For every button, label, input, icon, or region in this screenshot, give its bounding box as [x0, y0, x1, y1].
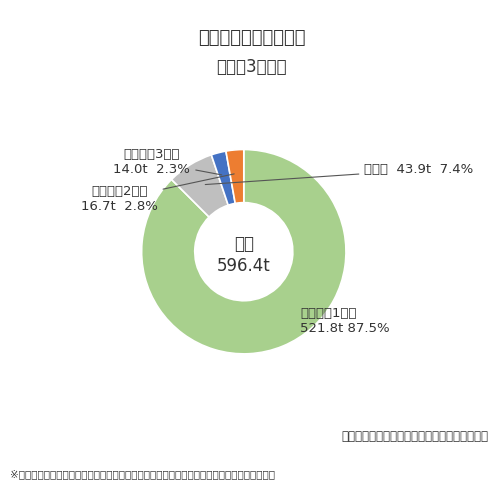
Text: ＜オリーブの収穮量＞: ＜オリーブの収穮量＞ — [198, 29, 305, 47]
Text: ※データは単位未満で四捨五入しているため、合計と内訳の計が一致しない場合があります。: ※データは単位未満で四捨五入しているため、合計と内訳の計が一致しない場合がありま… — [10, 469, 275, 479]
Wedge shape — [211, 151, 235, 205]
Text: 資料：農林水産省「特産果樹生産動態等調査」: 資料：農林水産省「特産果樹生産動態等調査」 — [341, 430, 488, 443]
Text: 静岡県（2位）
16.7t  2.8%: 静岡県（2位） 16.7t 2.8% — [80, 174, 234, 212]
Text: 広島県（3位）
14.0t  2.3%: 広島県（3位） 14.0t 2.3% — [113, 148, 222, 176]
Text: その他  43.9t  7.4%: その他 43.9t 7.4% — [205, 164, 474, 184]
Text: 香川県（1位）
521.8t 87.5%: 香川県（1位） 521.8t 87.5% — [300, 307, 390, 335]
Text: 596.4t: 596.4t — [217, 257, 271, 275]
Wedge shape — [142, 150, 346, 354]
Wedge shape — [226, 150, 244, 203]
Text: 全国: 全国 — [234, 235, 254, 253]
Text: （令和3年産）: （令和3年産） — [216, 58, 287, 76]
Wedge shape — [172, 155, 228, 217]
